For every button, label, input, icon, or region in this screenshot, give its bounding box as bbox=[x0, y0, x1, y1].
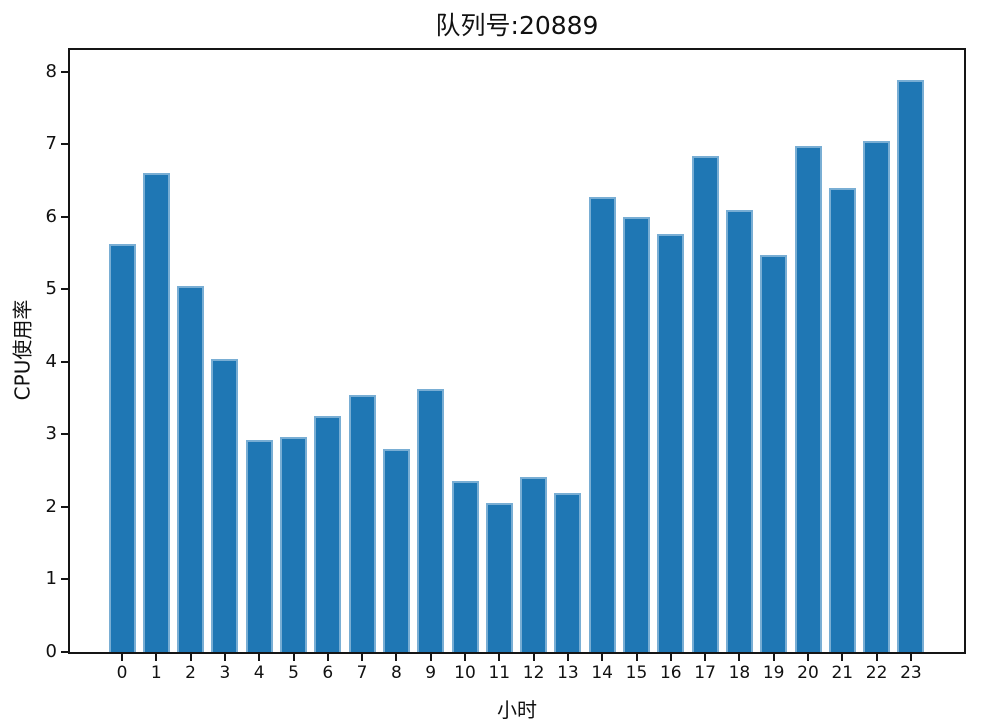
y-tick-mark bbox=[61, 360, 68, 363]
x-tick-label: 3 bbox=[219, 663, 231, 683]
bar-hour-13 bbox=[554, 493, 582, 652]
y-tick-label: 6 bbox=[45, 205, 57, 227]
x-tick-label: 6 bbox=[322, 663, 334, 683]
bar-hour-12 bbox=[520, 477, 548, 652]
y-tick-label: 5 bbox=[45, 278, 57, 300]
x-tick-label: 19 bbox=[762, 663, 785, 683]
bar-hour-21 bbox=[828, 187, 856, 652]
bar-hour-22 bbox=[863, 140, 891, 652]
x-tick-label: 9 bbox=[425, 663, 437, 683]
x-tick-mark bbox=[464, 654, 466, 661]
x-tick-mark bbox=[189, 654, 192, 661]
bar-hour-11 bbox=[485, 502, 513, 652]
x-tick-mark bbox=[326, 654, 329, 661]
x-tick-mark bbox=[498, 654, 501, 661]
x-tick-mark bbox=[772, 654, 775, 661]
bar-hour-15 bbox=[623, 216, 650, 652]
y-tick-mark bbox=[61, 433, 68, 436]
x-tick-label: 10 bbox=[454, 663, 476, 683]
x-tick-mark bbox=[601, 654, 604, 661]
x-tick-mark bbox=[258, 654, 261, 661]
bar-hour-18 bbox=[725, 209, 753, 652]
y-tick-label: 7 bbox=[45, 133, 57, 155]
y-tick-label: 1 bbox=[45, 568, 57, 590]
y-tick-label: 2 bbox=[45, 495, 57, 517]
x-tick-mark bbox=[909, 654, 912, 661]
x-tick-label: 0 bbox=[116, 663, 128, 683]
x-tick-label: 17 bbox=[694, 663, 716, 683]
x-tick-label: 18 bbox=[728, 663, 751, 683]
bar-hour-9 bbox=[417, 388, 445, 652]
y-tick-mark bbox=[61, 651, 68, 653]
y-tick-mark bbox=[61, 288, 68, 291]
bar-hour-19 bbox=[760, 254, 788, 652]
x-tick-mark bbox=[155, 654, 158, 661]
y-tick-mark bbox=[61, 143, 68, 146]
bar-hour-14 bbox=[588, 197, 616, 652]
y-tick-label: 3 bbox=[45, 423, 57, 445]
x-tick-label: 23 bbox=[900, 663, 922, 683]
bar-hour-7 bbox=[348, 394, 376, 652]
x-axis-label: 小时 bbox=[497, 698, 537, 722]
bar-hour-23 bbox=[897, 80, 925, 652]
x-tick-label: 20 bbox=[797, 663, 819, 683]
x-tick-label: 4 bbox=[253, 663, 265, 683]
x-tick-mark bbox=[635, 654, 638, 661]
chart-title: 队列号:20889 bbox=[435, 11, 599, 40]
x-tick-label: 8 bbox=[390, 663, 402, 683]
bar-hour-6 bbox=[314, 416, 342, 652]
x-tick-mark bbox=[875, 654, 878, 661]
bar-hour-5 bbox=[280, 436, 307, 652]
bar-hour-8 bbox=[382, 448, 410, 652]
bar-hour-10 bbox=[451, 480, 479, 652]
y-tick-mark bbox=[61, 70, 68, 73]
bar-hour-17 bbox=[691, 155, 719, 652]
x-tick-mark bbox=[669, 654, 672, 661]
x-tick-mark bbox=[532, 654, 535, 661]
y-axis-label: CPU使用率 bbox=[10, 299, 35, 401]
x-tick-label: 5 bbox=[288, 663, 299, 683]
x-tick-mark bbox=[223, 654, 226, 661]
plot-area: 0 1 2 3 4 5 6 7 8 0 1 2 3 4 5 6 7 8 9 10 11 12 13 14 15 16 17 18 19 2… bbox=[46, 48, 966, 683]
x-tick-label: 12 bbox=[522, 663, 545, 683]
x-tick-mark bbox=[121, 654, 123, 661]
x-tick-mark bbox=[395, 654, 398, 661]
x-tick-mark bbox=[361, 654, 364, 661]
bar-hour-20 bbox=[794, 145, 822, 652]
x-tick-label: 2 bbox=[185, 663, 197, 683]
x-tick-label: 7 bbox=[356, 663, 368, 683]
bar-hour-0 bbox=[108, 243, 136, 652]
bar-hour-16 bbox=[657, 233, 685, 652]
bar-hour-1 bbox=[142, 173, 170, 652]
x-tick-mark bbox=[292, 654, 295, 661]
x-tick-mark bbox=[704, 654, 707, 661]
x-tick-label: 16 bbox=[659, 663, 682, 683]
y-tick-label: 4 bbox=[45, 350, 57, 372]
y-tick-mark bbox=[61, 578, 68, 581]
y-tick-label: 0 bbox=[45, 641, 57, 662]
y-tick-mark bbox=[61, 505, 68, 508]
x-tick-mark bbox=[738, 654, 741, 661]
x-tick-label: 21 bbox=[831, 663, 854, 683]
x-tick-label: 1 bbox=[150, 663, 162, 683]
bar-hour-4 bbox=[245, 439, 273, 652]
y-tick-mark bbox=[61, 215, 68, 218]
x-tick-mark bbox=[429, 654, 432, 661]
x-tick-label: 22 bbox=[865, 663, 888, 683]
x-tick-label: 13 bbox=[557, 663, 579, 683]
x-tick-mark bbox=[566, 654, 569, 661]
y-tick-label: 8 bbox=[45, 60, 57, 82]
bar-hour-2 bbox=[177, 286, 205, 652]
x-tick-label: 15 bbox=[625, 663, 648, 683]
x-tick-label: 14 bbox=[591, 663, 614, 683]
x-tick-mark bbox=[807, 654, 809, 661]
bar-hour-3 bbox=[211, 358, 239, 652]
x-tick-mark bbox=[841, 654, 844, 661]
x-tick-label: 11 bbox=[488, 663, 511, 683]
